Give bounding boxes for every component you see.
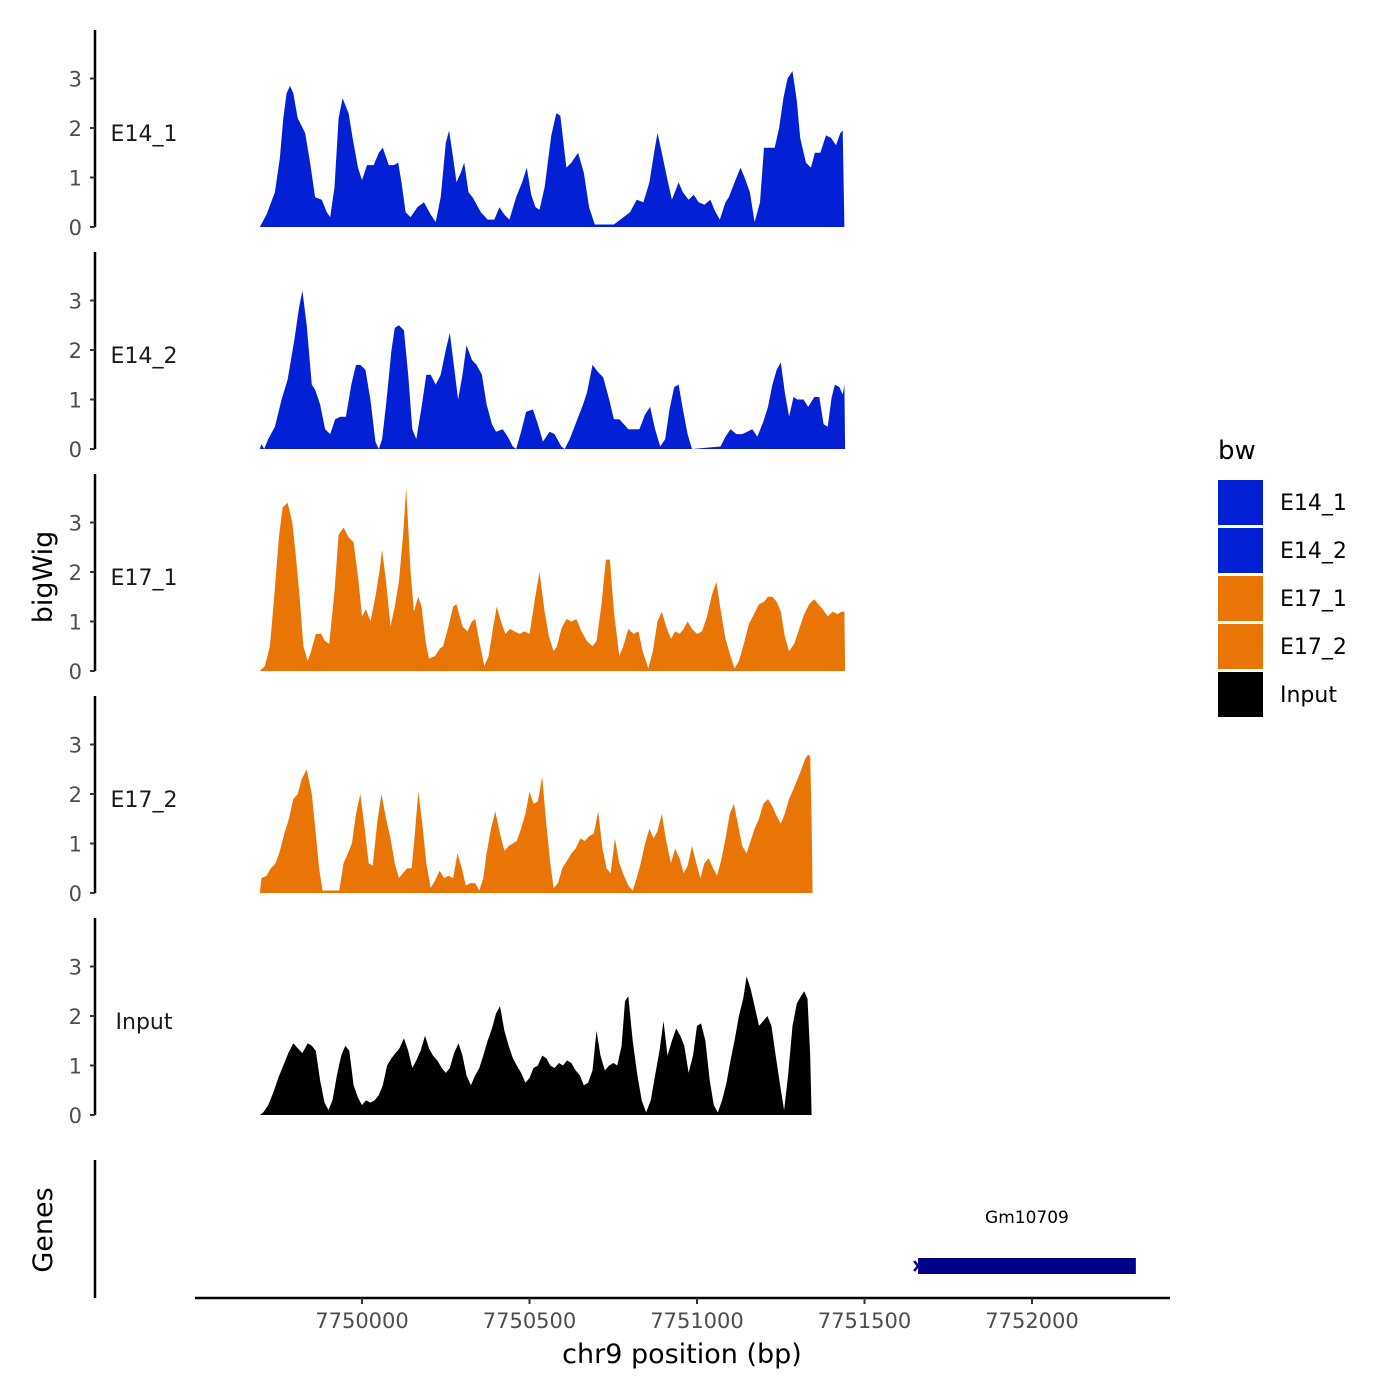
legend-title: bw (1218, 436, 1256, 466)
legend-label: E14_2 (1280, 539, 1347, 564)
legend-swatch (1218, 576, 1263, 621)
y-tick-label: 0 (69, 216, 82, 240)
y-tick-label: 3 (69, 512, 82, 536)
y-tick-label: 3 (69, 956, 82, 980)
legend-label: E17_1 (1280, 587, 1347, 612)
legend-label: E17_2 (1280, 635, 1347, 660)
track-E14_1: 0 1 2 3 E14_1 (69, 30, 845, 240)
track-E17_1: 0 1 2 3 E17_1 (69, 474, 846, 684)
legend-swatch (1218, 480, 1263, 525)
legend-swatch (1218, 672, 1263, 717)
x-tick-label: 7751500 (818, 1309, 912, 1333)
track-label: E17_2 (111, 788, 178, 813)
legend-item-E17_1: E17_1 (1218, 576, 1347, 621)
gene-label: Gm10709 (985, 1208, 1069, 1228)
y-tick-label: 0 (69, 882, 82, 906)
y-tick-label: 3 (69, 68, 82, 92)
y-tick-label: 2 (69, 339, 82, 363)
area-E14_1 (259, 71, 845, 227)
track-label: E14_1 (111, 122, 178, 147)
track-E14_2: 0 1 2 3 E14_2 (69, 252, 846, 462)
y-tick-label: 1 (69, 1055, 82, 1079)
gene-body (918, 1258, 1136, 1274)
y-tick-label: 3 (69, 290, 82, 314)
track-E17_2: 0 1 2 3 E17_2 (69, 696, 813, 906)
y-tick-label: 2 (69, 117, 82, 141)
track-label: E17_1 (111, 566, 178, 591)
x-axis: 7750000 7750500 7751000 7751500 7752000 (195, 1296, 1170, 1333)
legend-item-E17_2: E17_2 (1218, 624, 1347, 669)
area-E17_2 (259, 754, 813, 893)
y-tick-label: 0 (69, 660, 82, 684)
y-tick-label: 2 (69, 783, 82, 807)
y-tick-label: 1 (69, 833, 82, 857)
x-axis-title: chr9 position (bp) (562, 1339, 802, 1370)
genes-layer: Gm10709 (93, 1160, 1136, 1298)
area-E14_2 (259, 290, 846, 449)
y-tick-label: 1 (69, 167, 82, 191)
gene-Gm10709: Gm10709 (913, 1208, 1136, 1274)
legend-swatch (1218, 528, 1263, 573)
x-tick-label: 7752000 (985, 1309, 1079, 1333)
legend-item-Input: Input (1218, 672, 1337, 717)
y-tick-label: 1 (69, 389, 82, 413)
legend-label: Input (1280, 683, 1337, 708)
x-tick-label: 7750500 (483, 1309, 577, 1333)
strand-marker-icon (913, 1260, 924, 1272)
y-axis-title: bigWig (28, 531, 59, 624)
track-label: Input (116, 1010, 173, 1035)
y-tick-label: 3 (69, 734, 82, 758)
x-tick-label: 7750000 (315, 1309, 409, 1333)
legend-label: E14_1 (1280, 491, 1347, 516)
legend-item-E14_2: E14_2 (1218, 528, 1347, 573)
x-tick-label: 7751000 (650, 1309, 744, 1333)
track-Input: 0 1 2 3 Input (69, 918, 812, 1128)
y-tick-label: 1 (69, 611, 82, 635)
y-tick-label: 0 (69, 1104, 82, 1128)
y-tick-label: 0 (69, 438, 82, 462)
tracks-layer: 0 1 2 3 E14_1 0 1 2 3 E14_2 0 1 2 3 E17_1 0 1 2 3 E17_2 0 1 2 3… (69, 30, 846, 1128)
y-tick-label: 2 (69, 561, 82, 585)
legend: bw E14_1 E14_2 E17_1 E17_2 Input (1218, 436, 1347, 717)
genes-axis-title: Genes (28, 1187, 59, 1272)
legend-swatch (1218, 624, 1263, 669)
area-E17_1 (259, 487, 846, 671)
area-Input (259, 976, 812, 1115)
legend-items: E14_1 E14_2 E17_1 E17_2 Input (1218, 480, 1347, 717)
legend-item-E14_1: E14_1 (1218, 480, 1347, 525)
y-tick-label: 2 (69, 1005, 82, 1029)
track-label: E14_2 (111, 344, 178, 369)
